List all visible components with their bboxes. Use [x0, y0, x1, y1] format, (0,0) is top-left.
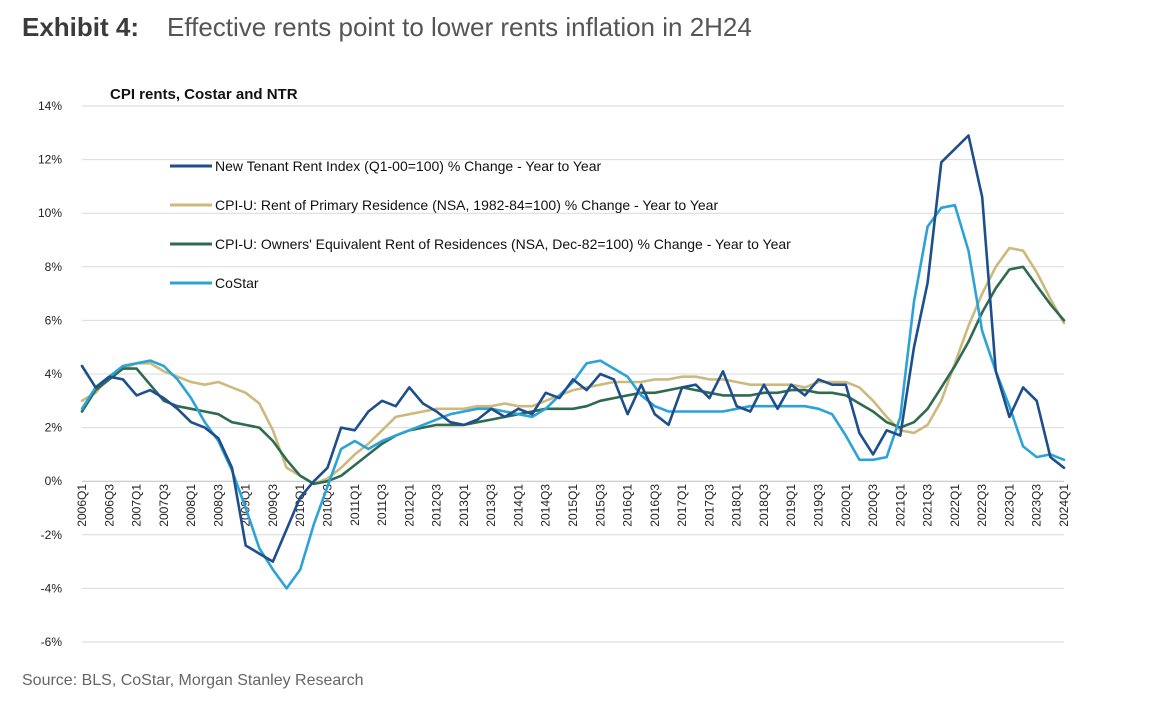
x-tick-label: 2011Q3	[375, 484, 389, 526]
y-tick-label: 4%	[45, 367, 63, 381]
x-tick-label: 2006Q1	[75, 484, 89, 527]
y-tick-label: 14%	[38, 99, 62, 113]
x-tick-label: 2008Q3	[211, 484, 225, 527]
series-line-1	[80, 134, 1066, 563]
x-tick-label: 2021Q1	[893, 484, 907, 527]
x-tick-label: 2006Q3	[102, 484, 116, 527]
x-tick-label: 2019Q3	[812, 484, 826, 527]
x-tick-label: 2008Q1	[184, 484, 198, 527]
legend-label: CoStar	[215, 275, 259, 291]
legend-label: New Tenant Rent Index (Q1-00=100) % Chan…	[215, 158, 602, 174]
y-tick-label: 2%	[45, 421, 63, 435]
x-tick-label: 2022Q3	[975, 484, 989, 527]
x-tick-label: 2013Q1	[457, 484, 471, 527]
x-tick-label: 2018Q3	[757, 484, 771, 527]
chart-subtitle: CPI rents, Costar and NTR	[110, 86, 298, 103]
x-tick-label: 2023Q3	[1030, 484, 1044, 527]
x-tick-label: 2011Q1	[348, 484, 362, 526]
y-tick-label: -6%	[41, 635, 63, 649]
y-tick-label: 6%	[45, 313, 63, 327]
x-tick-label: 2023Q1	[1002, 484, 1016, 527]
x-tick-label: 2013Q3	[484, 484, 498, 527]
x-tick-label: 2015Q1	[566, 484, 580, 527]
x-tick-label: 2024Q1	[1057, 484, 1071, 527]
series-line-3	[80, 265, 1066, 486]
x-tick-label: 2020Q1	[839, 484, 853, 527]
legend-label: CPI-U: Owners' Equivalent Rent of Reside…	[215, 236, 791, 252]
x-tick-label: 2007Q1	[130, 484, 144, 527]
series-layer	[80, 134, 1066, 590]
x-tick-label: 2017Q1	[675, 484, 689, 527]
x-axis: 2006Q1 2006Q3 2007Q1 2007Q3 2008Q1 2008Q3 2009…	[75, 484, 1071, 527]
exhibit-header: Exhibit 4: Effective rents point to lower…	[22, 12, 752, 43]
x-tick-label: 2019Q1	[784, 484, 798, 527]
y-axis: -6% -4% -2% 0% 2% 4% 6% 8% 10% 12% 14%	[38, 99, 62, 649]
legend: New Tenant Rent Index (Q1-00=100) % Chan…	[170, 158, 791, 291]
x-tick-label: 2022Q1	[948, 484, 962, 527]
y-tick-label: 8%	[45, 260, 63, 274]
y-tick-label: 10%	[38, 206, 62, 220]
x-tick-label: 2012Q3	[430, 484, 444, 527]
x-tick-label: 2021Q3	[921, 484, 935, 527]
x-tick-label: 2009Q3	[266, 484, 280, 527]
grid-layer	[82, 105, 1064, 643]
y-tick-label: 12%	[38, 153, 62, 167]
x-tick-label: 2014Q3	[539, 484, 553, 527]
x-tick-label: 2020Q3	[866, 484, 880, 527]
x-tick-label: 2018Q1	[730, 484, 744, 527]
source-note: Source: BLS, CoStar, Morgan Stanley Rese…	[22, 672, 364, 689]
series-line-4	[80, 203, 1066, 590]
x-tick-label: 2007Q3	[157, 484, 171, 527]
x-tick-label: 2015Q3	[593, 484, 607, 527]
y-tick-label: -2%	[41, 528, 63, 542]
x-tick-label: 2016Q1	[621, 484, 635, 527]
x-tick-label: 2014Q1	[511, 484, 525, 527]
exhibit-headline: Effective rents point to lower rents inf…	[167, 12, 752, 42]
y-tick-label: 0%	[45, 474, 63, 488]
x-tick-label: 2016Q3	[648, 484, 662, 527]
x-tick-label: 2012Q1	[402, 484, 416, 527]
x-tick-label: 2017Q3	[702, 484, 716, 527]
legend-label: CPI-U: Rent of Primary Residence (NSA, 1…	[215, 197, 718, 213]
y-tick-label: -4%	[41, 581, 63, 595]
exhibit-number: Exhibit 4:	[22, 12, 140, 42]
